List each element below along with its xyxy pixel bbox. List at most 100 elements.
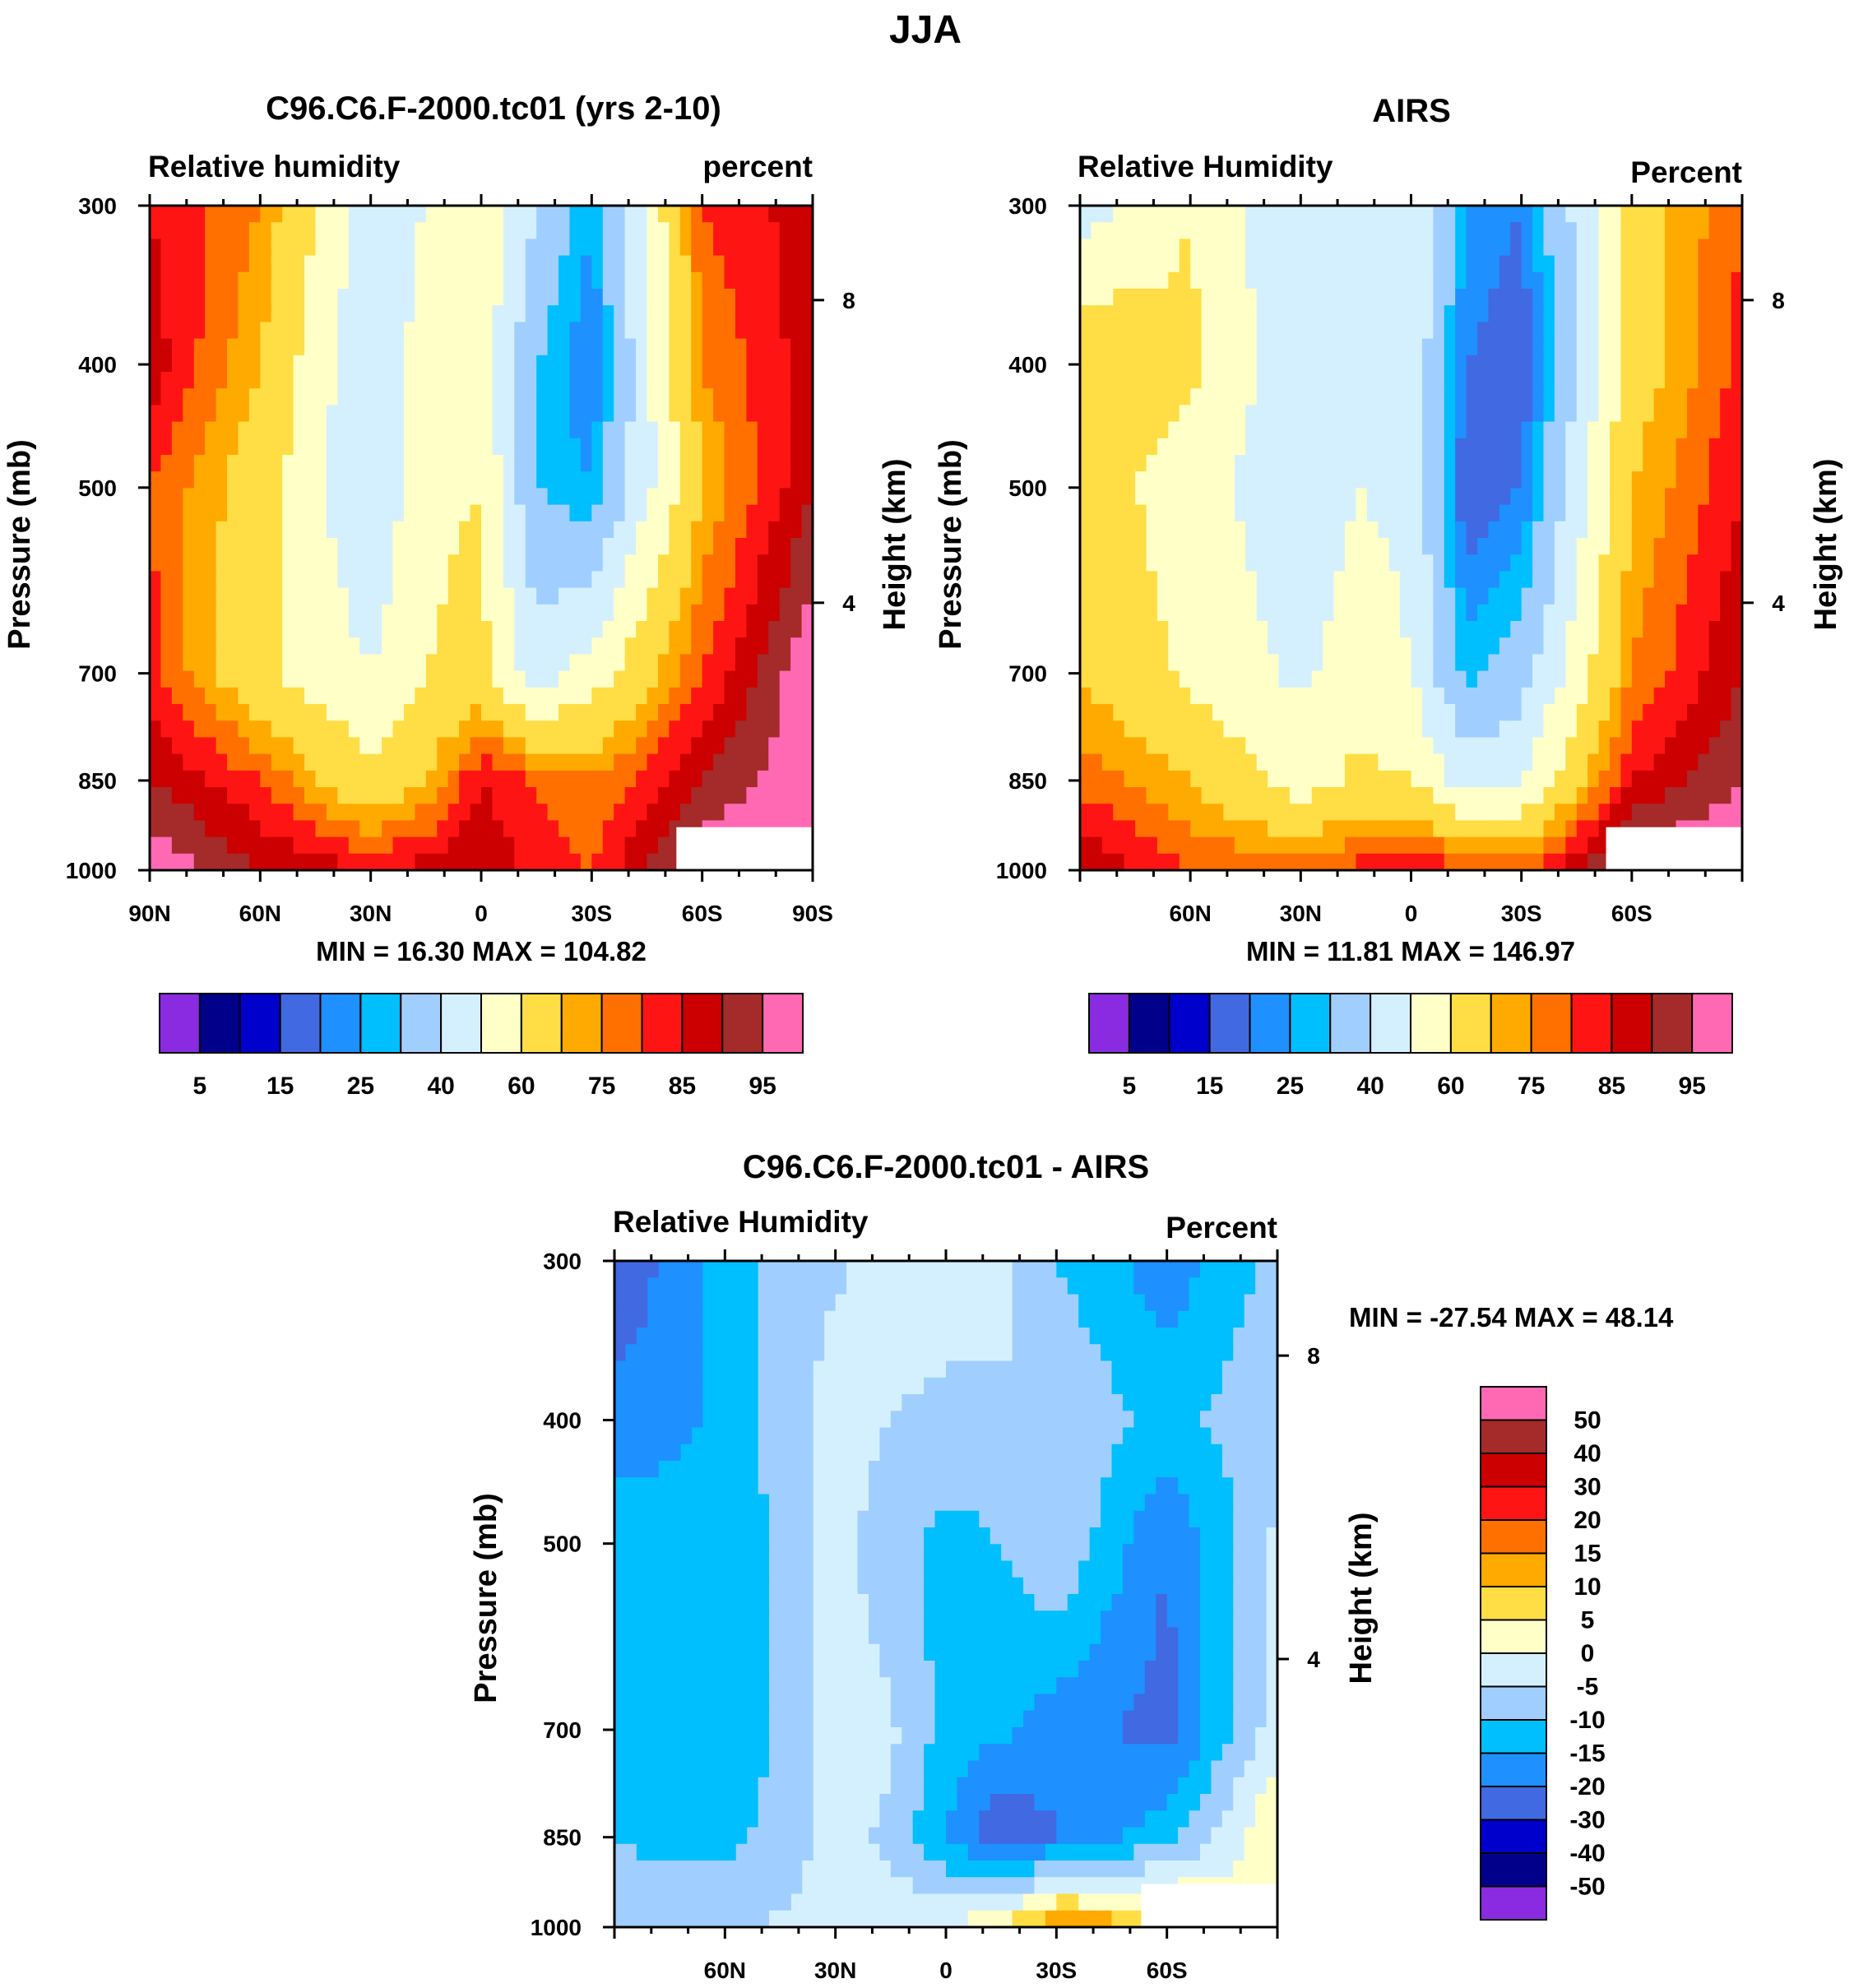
field-cell	[1698, 504, 1710, 522]
field-cell	[1543, 421, 1555, 439]
field-cell	[790, 255, 803, 273]
field-cell	[216, 405, 228, 423]
field-cell	[205, 322, 217, 340]
field-cell	[370, 820, 382, 838]
field-cell	[1179, 770, 1191, 788]
field-cell	[1135, 471, 1147, 489]
field-cell	[691, 770, 703, 788]
field-cell	[1565, 488, 1578, 506]
field-cell	[470, 753, 482, 772]
field-cell	[503, 538, 515, 555]
field-cell	[193, 289, 206, 306]
field-cell	[459, 239, 471, 257]
field-cell	[1698, 538, 1710, 555]
field-cell	[1433, 587, 1445, 605]
field-cell	[216, 654, 228, 672]
field-cell	[1731, 753, 1743, 772]
field-cell	[735, 687, 747, 705]
field-cell	[348, 554, 360, 572]
field-cell	[1311, 670, 1323, 688]
field-cell	[1731, 521, 1743, 539]
field-cell	[205, 305, 217, 322]
field-cell	[757, 637, 769, 655]
field-cell	[547, 687, 559, 705]
field-cell	[536, 836, 549, 855]
field-cell	[1665, 405, 1677, 423]
field-cell	[1620, 637, 1633, 655]
field-cell	[1190, 471, 1203, 489]
field-cell	[503, 421, 515, 439]
field-cell	[205, 372, 217, 389]
field-cell	[415, 554, 427, 572]
field-cell	[1620, 654, 1633, 672]
field-cell	[647, 355, 659, 373]
field-cell	[392, 455, 405, 472]
field-cell	[459, 721, 471, 738]
field-cell	[547, 621, 559, 638]
field-cell	[713, 372, 725, 389]
field-cell	[1444, 804, 1456, 821]
field-cell	[735, 388, 747, 405]
field-cell	[779, 571, 791, 589]
field-cell	[1388, 804, 1401, 821]
field-cell	[746, 206, 758, 223]
field-cell	[326, 421, 338, 439]
field-cell	[1113, 670, 1125, 688]
field-cell	[790, 222, 803, 239]
field-cell	[447, 421, 460, 439]
field-cell	[1212, 787, 1225, 804]
field-cell	[735, 604, 747, 622]
field-cell	[1124, 206, 1136, 223]
field-cell	[624, 355, 637, 373]
field-cell	[1411, 405, 1423, 423]
field-cell	[569, 206, 582, 223]
field-cell	[216, 737, 228, 755]
field-cell	[624, 271, 637, 290]
field-cell	[724, 388, 736, 405]
field-cell	[1366, 571, 1379, 589]
field-cell	[1212, 372, 1225, 389]
field-cell	[1421, 488, 1434, 506]
field-cell	[1598, 405, 1611, 423]
field-cell	[260, 604, 272, 622]
field-cell	[1135, 372, 1147, 389]
field-cell	[1698, 621, 1710, 638]
field-cell	[282, 853, 294, 871]
field-cell	[679, 804, 692, 821]
field-cell	[382, 787, 394, 804]
field-cell	[1543, 853, 1555, 871]
field-cell	[713, 504, 725, 522]
field-cell	[326, 737, 338, 755]
field-cell	[382, 388, 394, 405]
field-cell	[205, 538, 217, 555]
field-cell	[614, 787, 626, 804]
field-cell	[536, 721, 549, 738]
field-cell	[437, 289, 449, 306]
field-cell	[514, 289, 526, 306]
field-cell	[1101, 804, 1114, 821]
field-cell	[768, 438, 781, 456]
field-cell	[1521, 471, 1533, 489]
field-cell	[569, 836, 582, 855]
field-cell	[801, 289, 813, 306]
field-cell	[160, 721, 173, 738]
field-cell	[1411, 206, 1423, 223]
field-cell	[370, 372, 382, 389]
field-cell	[216, 504, 228, 522]
field-cell	[1179, 853, 1191, 871]
field-cell	[779, 388, 791, 405]
field-cell	[1345, 405, 1357, 423]
field-cell	[183, 804, 195, 821]
field-cell	[1201, 289, 1213, 306]
field-cell	[514, 471, 526, 489]
field-cell	[657, 604, 670, 622]
field-cell	[580, 338, 592, 356]
field-cell	[1543, 704, 1555, 721]
field-cell	[1388, 670, 1401, 688]
field-cell	[248, 853, 261, 871]
field-cell	[1135, 554, 1147, 572]
field-cell	[569, 338, 582, 356]
field-cell	[1433, 504, 1445, 522]
field-cell	[1323, 504, 1335, 522]
field-cell	[1521, 355, 1533, 373]
